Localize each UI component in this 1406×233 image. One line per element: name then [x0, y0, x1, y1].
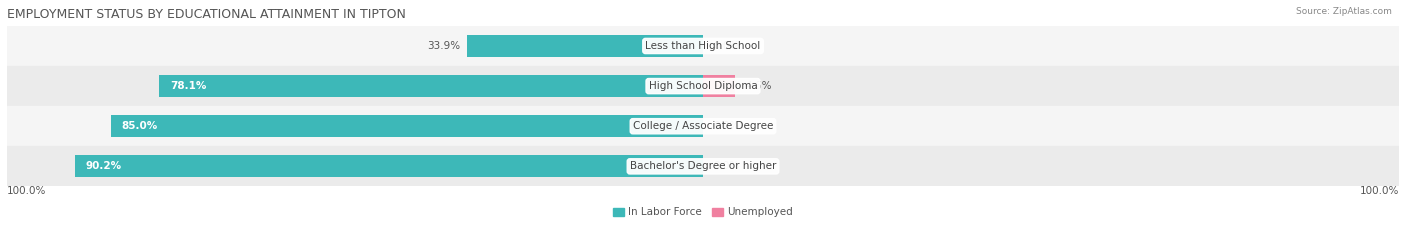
Text: EMPLOYMENT STATUS BY EDUCATIONAL ATTAINMENT IN TIPTON: EMPLOYMENT STATUS BY EDUCATIONAL ATTAINM…	[7, 8, 406, 21]
Text: 0.0%: 0.0%	[713, 121, 740, 131]
Bar	[75, 155, 703, 177]
Legend: In Labor Force, Unemployed: In Labor Force, Unemployed	[609, 203, 797, 221]
Bar	[159, 75, 703, 97]
Text: 100.0%: 100.0%	[1360, 186, 1399, 196]
Bar	[111, 115, 703, 137]
Bar	[467, 35, 703, 57]
Text: 4.6%: 4.6%	[745, 81, 772, 91]
Bar	[7, 66, 1399, 106]
Text: 0.0%: 0.0%	[713, 41, 740, 51]
Text: 90.2%: 90.2%	[86, 161, 122, 171]
Text: 100.0%: 100.0%	[7, 186, 46, 196]
Bar	[7, 26, 1399, 66]
Text: Bachelor's Degree or higher: Bachelor's Degree or higher	[630, 161, 776, 171]
Text: 78.1%: 78.1%	[170, 81, 207, 91]
Text: 0.0%: 0.0%	[713, 161, 740, 171]
Bar	[703, 75, 735, 97]
Bar	[7, 146, 1399, 186]
Text: College / Associate Degree: College / Associate Degree	[633, 121, 773, 131]
Text: 85.0%: 85.0%	[122, 121, 157, 131]
Text: High School Diploma: High School Diploma	[648, 81, 758, 91]
Text: 33.9%: 33.9%	[427, 41, 460, 51]
Text: Source: ZipAtlas.com: Source: ZipAtlas.com	[1296, 7, 1392, 16]
Text: Less than High School: Less than High School	[645, 41, 761, 51]
Bar	[7, 106, 1399, 146]
